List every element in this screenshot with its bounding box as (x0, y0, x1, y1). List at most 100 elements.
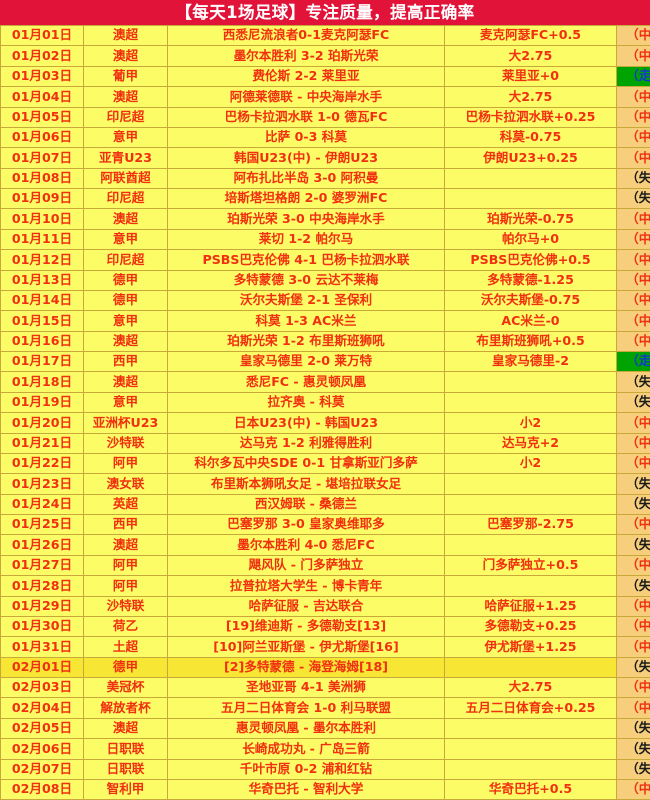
cell-pick: 伊尤斯堡+1.25 (445, 637, 617, 657)
cell-result-badge: （中） (617, 311, 650, 331)
cell-match: 珀斯光荣 3-0 中央海岸水手 (168, 209, 445, 229)
cell-pick: 多特蒙德-1.25 (445, 270, 617, 290)
cell-date: 01月13日 (1, 270, 84, 290)
cell-pick: 伊朗U23+0.25 (445, 148, 617, 168)
cell-date: 01月01日 (1, 26, 84, 46)
cell-match: 莱切 1-2 帕尔马 (168, 229, 445, 249)
cell-match: 西悉尼流浪者0-1麦克阿瑟FC (168, 26, 445, 46)
cell-league: 印尼超 (84, 250, 168, 270)
cell-match: 墨尔本胜利 3-2 珀斯光荣 (168, 46, 445, 66)
cell-result-badge: （失） (617, 392, 650, 412)
cell-pick: 大2.75 (445, 678, 617, 698)
cell-date: 01月16日 (1, 331, 84, 351)
cell-date: 01月11日 (1, 229, 84, 249)
cell-league: 解放者杯 (84, 698, 168, 718)
cell-match: 日本U23(中) - 韩国U23 (168, 413, 445, 433)
cell-league: 澳超 (84, 331, 168, 351)
cell-result-badge: （失） (617, 535, 650, 555)
cell-date: 01月06日 (1, 127, 84, 147)
cell-match: PSBS巴克伦佛 4-1 巴杨卡拉泗水联 (168, 250, 445, 270)
cell-result-badge: （中） (617, 555, 650, 575)
cell-pick: 五月二日体育会+0.25 (445, 698, 617, 718)
cell-result-badge: （失） (617, 189, 650, 209)
cell-result-badge: （中） (617, 209, 650, 229)
cell-pick: 皇家马德里-2 (445, 352, 617, 372)
cell-match: 五月二日体育会 1-0 利马联盟 (168, 698, 445, 718)
cell-result-badge: （中） (617, 270, 650, 290)
cell-match: 华奇巴托 - 智利大学 (168, 779, 445, 799)
cell-date: 01月29日 (1, 596, 84, 616)
cell-result-badge: （中） (617, 698, 650, 718)
cell-league: 德甲 (84, 290, 168, 310)
cell-match: 西汉姆联 - 桑德兰 (168, 494, 445, 514)
cell-league: 阿甲 (84, 453, 168, 473)
cell-match: 悉尼FC - 惠灵顿凤凰 (168, 372, 445, 392)
cell-pick: 科莫-0.75 (445, 127, 617, 147)
cell-result-badge: （中） (617, 678, 650, 698)
cell-match: 哈萨征服 - 吉达联合 (168, 596, 445, 616)
cell-league: 沙特联 (84, 596, 168, 616)
cell-match: 拉普拉塔大学生 - 博卡青年 (168, 576, 445, 596)
cell-result-badge: （失） (617, 474, 650, 494)
cell-league: 土超 (84, 637, 168, 657)
cell-league: 澳超 (84, 46, 168, 66)
cell-date: 01月09日 (1, 189, 84, 209)
cell-league: 日职联 (84, 759, 168, 779)
cell-pick (445, 474, 617, 494)
cell-pick (445, 759, 617, 779)
cell-league: 澳超 (84, 87, 168, 107)
cell-date: 01月17日 (1, 352, 84, 372)
cell-match: 千叶市原 0-2 浦和红钻 (168, 759, 445, 779)
cell-league: 日职联 (84, 739, 168, 759)
cell-pick: 沃尔夫斯堡-0.75 (445, 290, 617, 310)
cell-date: 01月10日 (1, 209, 84, 229)
cell-league: 亚洲杯U23 (84, 413, 168, 433)
cell-match: 培斯塔坦格朗 2-0 婆罗洲FC (168, 189, 445, 209)
cell-league: 阿联酋超 (84, 168, 168, 188)
cell-pick (445, 657, 617, 677)
cell-date: 01月31日 (1, 637, 84, 657)
cell-league: 德甲 (84, 657, 168, 677)
cell-match: 飓风队 - 门多萨独立 (168, 555, 445, 575)
cell-pick: 达马克+2 (445, 433, 617, 453)
cell-result-badge: （中） (617, 87, 650, 107)
